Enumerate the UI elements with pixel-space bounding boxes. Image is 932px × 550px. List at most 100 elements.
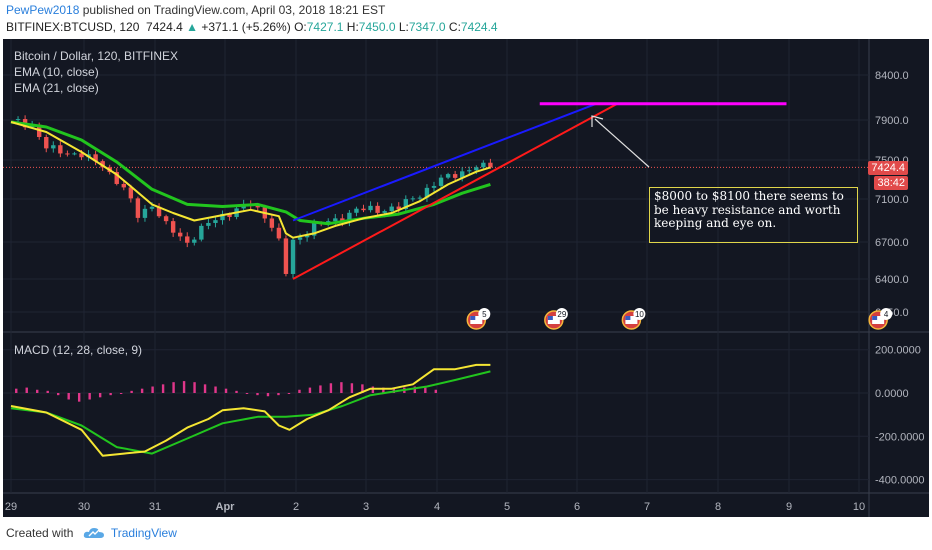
macd-hist-bar [182, 381, 186, 393]
low-label: L: [398, 20, 409, 34]
candle-body [347, 212, 352, 222]
count-bubble [555, 308, 568, 320]
price-tick-label: 6700.0 [875, 237, 909, 249]
event-count: 29 [557, 310, 566, 319]
macd-line [10, 363, 491, 457]
candle-body [255, 205, 260, 208]
candle-body [65, 153, 70, 155]
candle-body [170, 221, 176, 233]
candle-body [142, 208, 148, 218]
macd-hist-bar [119, 393, 123, 394]
count-bubble [633, 308, 646, 320]
candle-body [304, 235, 310, 238]
macd-hist-bar [224, 388, 228, 393]
macd-hist-bar [140, 388, 144, 393]
close-label: C: [448, 20, 461, 34]
macd-tick-label: 0.0000 [875, 388, 909, 400]
event-badge: 10 [621, 308, 646, 330]
macd-hist-bar [287, 393, 291, 394]
macd-hist-bar [172, 382, 175, 393]
candle-body [333, 218, 338, 222]
candle-body [467, 170, 472, 172]
event-badge: 5 [466, 308, 491, 330]
ema21-legend[interactable]: EMA (21, close) [14, 81, 99, 95]
candle-body [93, 154, 98, 162]
event-badge: 29 [544, 308, 568, 330]
price-tick-label: 8400.0 [875, 70, 909, 82]
symbol-info: BITFINEX:BTCUSD, 120 7424.4 ▲ +371.1 (+5… [6, 20, 498, 34]
published-text: published on TradingView.com, April 03, … [82, 3, 386, 17]
chart-svg: 6150.06400.06700.07100.07500.07900.08400… [3, 39, 929, 517]
publish-info: PewPew2018 published on TradingView.com,… [6, 3, 385, 17]
time-tick-label: 2 [293, 501, 299, 513]
macd-hist-bar [161, 384, 165, 393]
candle-body [269, 218, 275, 228]
author-link[interactable]: PewPew2018 [6, 3, 80, 17]
chart-area[interactable]: 6150.06400.06700.07100.07500.07900.08400… [3, 39, 929, 517]
candle-body [396, 206, 401, 210]
candle-body [178, 232, 183, 237]
candle-body [375, 205, 380, 213]
time-tick-label: 5 [504, 501, 510, 513]
macd-hist-bar [245, 393, 249, 394]
price-tick-label: 7100.0 [875, 194, 909, 206]
candle-body [128, 187, 134, 199]
time-tick-label: 29 [5, 501, 17, 513]
macd-hist-bar [46, 390, 49, 393]
macd-hist-bar [88, 393, 91, 400]
candle-body [445, 174, 451, 178]
candle-body [135, 198, 141, 218]
flag-stripe [625, 316, 638, 324]
low-value: 7347.0 [408, 20, 446, 34]
arrowhead-icon [591, 115, 604, 127]
macd-hist-bar [214, 386, 217, 393]
candle-body [474, 167, 479, 171]
time-tick-label: 30 [78, 501, 90, 513]
high-value: 7450.0 [358, 20, 396, 34]
event-count: 4 [884, 310, 889, 319]
high-label: H: [346, 20, 359, 34]
trendline-upper [292, 102, 597, 222]
tradingview-logo-icon [83, 528, 104, 538]
macd-hist-bar [109, 393, 112, 396]
macd-hist-bar [266, 393, 270, 397]
candle-body [163, 216, 169, 222]
candle-body [438, 177, 444, 186]
annotation-note[interactable]: $8000 to $8100 there seems to be heavy r… [649, 187, 858, 243]
macd-hist-bar [25, 387, 28, 393]
macd-hist-bar [77, 393, 81, 402]
macd-hist-bar [413, 386, 417, 393]
macd-hist-bar [256, 393, 259, 396]
candle-body [227, 213, 232, 217]
time-tick-label: Apr [216, 501, 236, 513]
flag-stripe [470, 316, 483, 324]
candle-body [114, 172, 119, 184]
macd-hist-bar [98, 393, 102, 398]
time-tick-label: 6 [574, 501, 580, 513]
candle-body [185, 236, 190, 243]
candle-body [297, 237, 303, 240]
event-count: 5 [482, 310, 487, 319]
open-value: 7427.1 [306, 20, 344, 34]
candle-body [15, 119, 21, 121]
flag-canton [470, 316, 476, 320]
flag-stripe [872, 316, 885, 324]
ema10-legend[interactable]: EMA (10, close) [14, 65, 99, 79]
flag-stripe [547, 316, 560, 324]
candle-body [121, 183, 126, 188]
flag-canton [625, 316, 631, 320]
macd-hist-bar [382, 387, 385, 393]
macd-hist-bar [235, 390, 238, 393]
candle-body [192, 239, 197, 243]
tradingview-brand[interactable]: TradingView [110, 526, 177, 540]
time-tick-label: 10 [853, 501, 865, 513]
macd-hist-bar [308, 387, 312, 393]
macd-legend[interactable]: MACD (12, 28, close, 9) [14, 343, 143, 357]
time-tick-label: 7 [644, 501, 650, 513]
candle-body [290, 239, 296, 274]
macd-hist-bar [193, 382, 196, 393]
candle-body [361, 208, 366, 211]
macd-hist-bar [361, 384, 364, 393]
candle-body [276, 227, 282, 239]
macd-signal-line [10, 370, 491, 455]
